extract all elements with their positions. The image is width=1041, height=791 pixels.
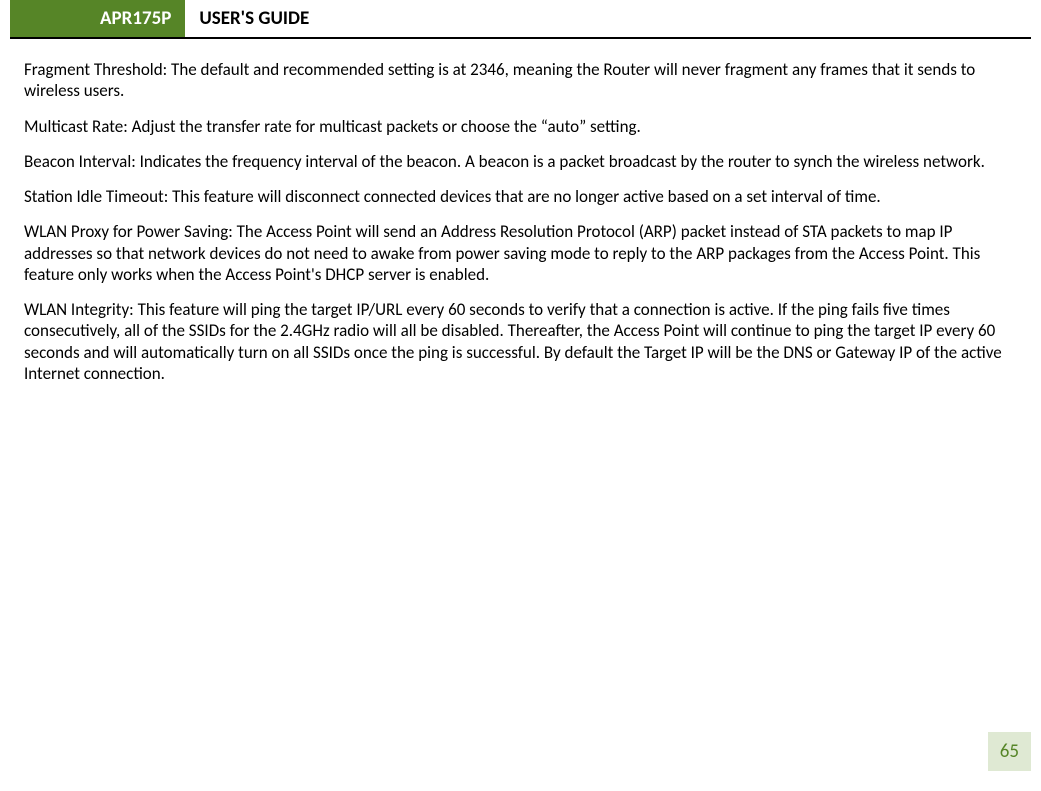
document-title: USER'S GUIDE — [185, 0, 323, 37]
document-content: Fragment Threshold: The default and reco… — [0, 39, 1041, 384]
paragraph-wlan-integrity: WLAN Integrity: This feature will ping t… — [24, 299, 1017, 384]
paragraph-fragment-threshold: Fragment Threshold: The default and reco… — [24, 59, 1017, 102]
paragraph-beacon-interval: Beacon Interval: Indicates the frequency… — [24, 151, 1017, 172]
document-header: APR175P USER'S GUIDE — [10, 0, 1031, 39]
page-number: 65 — [988, 732, 1031, 771]
product-badge: APR175P — [10, 0, 185, 37]
paragraph-wlan-proxy: WLAN Proxy for Power Saving: The Access … — [24, 221, 1017, 285]
paragraph-station-idle-timeout: Station Idle Timeout: This feature will … — [24, 186, 1017, 207]
paragraph-multicast-rate: Multicast Rate: Adjust the transfer rate… — [24, 116, 1017, 137]
